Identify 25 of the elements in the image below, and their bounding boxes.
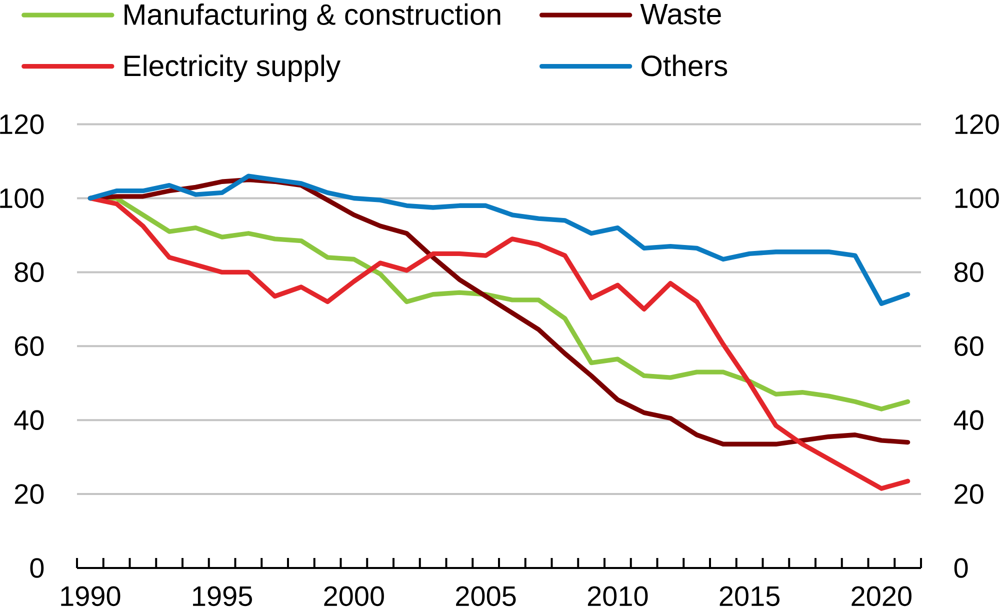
y-tick-label: 60 (15, 336, 44, 356)
legend-label: Manufacturing & construction (124, 3, 500, 31)
x-tick-label: 1990 (61, 586, 120, 606)
x-tick-label: 2015 (720, 586, 780, 606)
y-tick-label: 20 (14, 484, 44, 504)
x-tick-label: 2000 (324, 586, 384, 606)
y-tick-label: 120 (0, 114, 44, 134)
x-tick-label: 1995 (193, 586, 252, 606)
y2-tick-label: 100 (955, 188, 999, 208)
y-tick-label: 80 (14, 262, 44, 282)
y2-tick-label: 120 (955, 114, 999, 134)
legend-label: Others (642, 54, 728, 76)
y2-tick-label: 80 (954, 262, 984, 282)
y-tick-label: 0 (30, 558, 44, 578)
y2-tick-label: 20 (954, 484, 984, 504)
legend-label: Waste (640, 4, 721, 24)
legend-label: Electricity supply (124, 54, 341, 82)
x-tick-label: 2010 (588, 586, 648, 606)
y-tick-label: 40 (14, 410, 44, 430)
x-tick-label: 2005 (456, 586, 516, 606)
y-tick-label: 100 (0, 188, 44, 208)
y2-tick-label: 60 (954, 336, 984, 356)
y2-tick-label: 0 (954, 558, 968, 578)
x-tick-label: 2020 (852, 586, 912, 606)
y2-tick-label: 40 (954, 410, 984, 430)
